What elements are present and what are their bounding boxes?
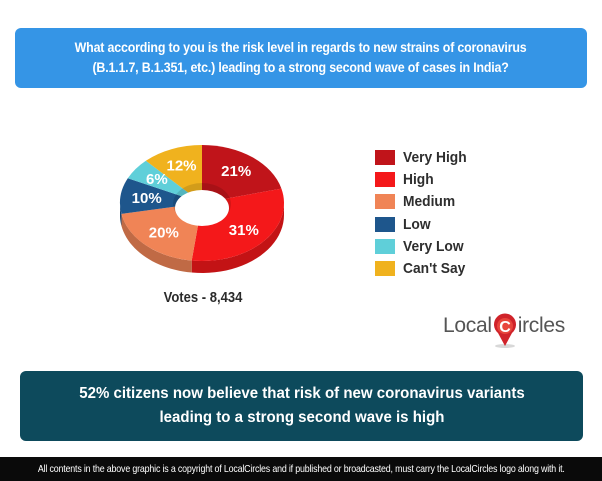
slice-very-low (127, 160, 202, 203)
question-banner: What according to you is the risk level … (15, 28, 587, 88)
donut-labels: 21% 31% 20% 10% 6%12% (132, 157, 259, 241)
conclusion-line-2: leading to a strong second wave is high (159, 409, 444, 426)
slice-side (191, 203, 284, 273)
slice-can-t-say (145, 145, 202, 203)
legend-swatch (375, 194, 395, 210)
donut-depth (120, 203, 284, 273)
slice-label: 6% (146, 171, 168, 188)
legend-item-high: High (375, 168, 472, 190)
conclusion-line-1: 52% citizens now believe that risk of ne… (78, 385, 525, 402)
chart-legend: Very High High Medium Low Very Low Can't… (375, 146, 472, 280)
legend-item-medium: Medium (375, 191, 472, 213)
slice-side (121, 213, 192, 273)
legend-item-very-low: Very Low (375, 235, 472, 257)
legend-swatch (375, 261, 395, 277)
question-line-2: (B.1.1.7, B.1.351, etc.) leading to a st… (92, 60, 510, 75)
legend-item-low: Low (375, 213, 472, 235)
copyright-text: All contents in the above graphic is a c… (37, 463, 565, 475)
slice-label: 21% (221, 163, 251, 180)
legend-label: Very Low (403, 237, 464, 255)
slice-label: 31% (229, 222, 259, 239)
legend-label: Can't Say (403, 260, 466, 278)
legend-label: Medium (403, 193, 456, 211)
question-line-1: What according to you is the risk level … (75, 40, 527, 55)
donut-hole (173, 183, 231, 226)
legend-item-cant-say: Can't Say (375, 257, 472, 279)
svg-text:C: C (499, 319, 511, 336)
copyright-footer: All contents in the above graphic is a c… (0, 457, 602, 481)
slice-label: 20% (149, 225, 179, 242)
question-text: What according to you is the risk level … (75, 38, 527, 78)
legend-swatch (375, 149, 395, 165)
legend-item-very-high: Very High (375, 146, 472, 168)
map-pin-icon: C (493, 313, 517, 349)
legend-label: High (403, 170, 434, 188)
legend-label: Low (403, 215, 431, 233)
votes-count: Votes - 8,434 (163, 290, 243, 306)
slice-label: 10% (132, 190, 162, 207)
legend-swatch (375, 238, 395, 254)
conclusion-banner: 52% citizens now believe that risk of ne… (20, 371, 583, 441)
slice-side (120, 203, 122, 226)
legend-swatch (375, 216, 395, 232)
slice-label: 12% (166, 157, 196, 174)
localcircles-logo: Local C ircles (443, 313, 565, 353)
logo-text-local: Local (443, 314, 492, 337)
conclusion-text: 52% citizens now believe that risk of ne… (79, 382, 525, 430)
logo-text-ircles: ircles (517, 314, 566, 337)
legend-label: Very High (403, 148, 467, 166)
slice-very-high (202, 145, 282, 203)
legend-swatch (375, 171, 395, 187)
